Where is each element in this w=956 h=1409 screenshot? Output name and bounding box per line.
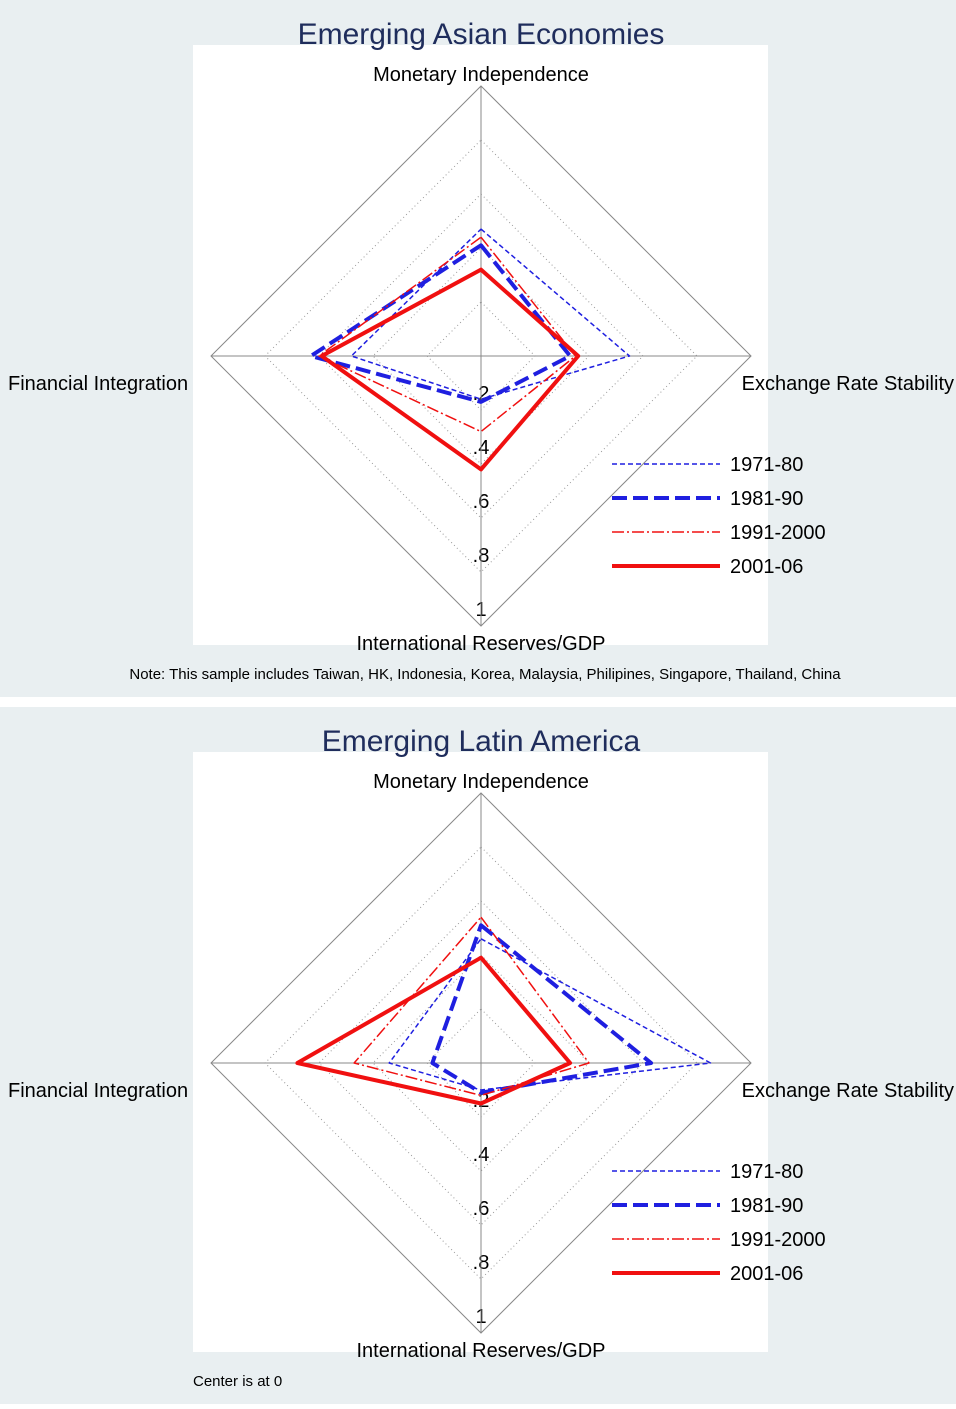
note: Note: This sample includes Taiwan, HK, I…	[129, 666, 841, 683]
axis-label: Financial Integration	[8, 373, 188, 395]
chart-title: Emerging Latin America	[322, 725, 641, 758]
axis-label: International Reserves/GDP	[356, 1340, 605, 1362]
series-polygon	[318, 236, 577, 433]
note: Center is at 0	[193, 1373, 282, 1390]
series-polygon	[295, 955, 573, 1106]
axis-label: Financial Integration	[8, 1080, 188, 1102]
legend-label: 2001-06	[730, 1263, 803, 1285]
chart-title: Emerging Asian Economies	[298, 18, 665, 51]
axis-label: Exchange Rate Stability	[742, 1080, 954, 1102]
series-polygon	[388, 938, 712, 1091]
legend-label: 1981-90	[730, 1195, 803, 1217]
axis-label: Monetary Independence	[373, 771, 589, 793]
axis-label: International Reserves/GDP	[356, 633, 605, 655]
series-polygon	[308, 243, 573, 404]
series-polygon	[353, 916, 590, 1097]
axis-label: Exchange Rate Stability	[742, 373, 954, 395]
series-polygon	[430, 923, 654, 1095]
legend-label: 1991-2000	[730, 522, 826, 544]
legend-label: 1991-2000	[730, 1229, 826, 1251]
grid-ring	[318, 900, 644, 1226]
legend-label: 2001-06	[730, 556, 803, 578]
series-polygon	[319, 267, 581, 472]
series-polygon	[350, 228, 631, 400]
legend-label: 1981-90	[730, 488, 803, 510]
legend-label: 1971-80	[730, 454, 803, 476]
axis-label: Monetary Independence	[373, 64, 589, 86]
legend-label: 1971-80	[730, 1161, 803, 1183]
grid-ring	[318, 193, 644, 519]
